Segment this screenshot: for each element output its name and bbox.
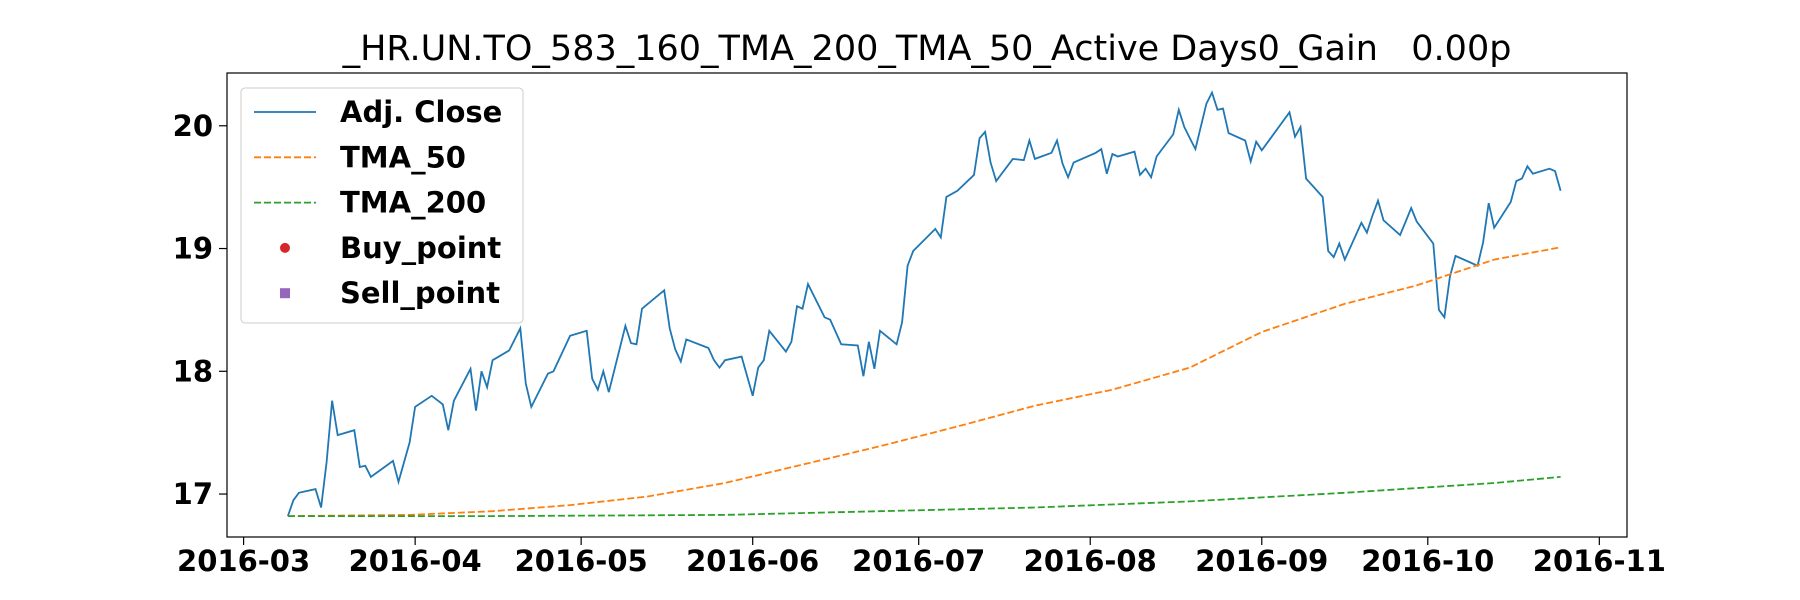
x-tick-label: 2016-10 bbox=[1361, 544, 1494, 578]
x-tick-label: 2016-06 bbox=[686, 544, 819, 578]
x-tick-label: 2016-05 bbox=[515, 544, 648, 578]
y-tick-label: 17 bbox=[173, 477, 213, 511]
legend-marker bbox=[280, 288, 290, 299]
legend-marker bbox=[280, 242, 290, 253]
series-line bbox=[287, 90, 1562, 517]
legend-label: Buy_point bbox=[340, 231, 501, 265]
y-tick-label: 18 bbox=[173, 354, 213, 388]
x-tick-label: 2016-03 bbox=[177, 544, 310, 578]
x-tick-label: 2016-08 bbox=[1024, 544, 1157, 578]
y-tick-label: 19 bbox=[173, 232, 213, 266]
legend-box bbox=[240, 87, 524, 324]
legend-label: TMA_50 bbox=[340, 140, 466, 174]
x-tick-label: 2016-09 bbox=[1195, 544, 1328, 578]
series-line bbox=[287, 476, 1561, 517]
legend: Adj. Close TMA_50 TMA_200 Buy_point Sell_poi… bbox=[240, 87, 524, 324]
x-tick-label: 2016-07 bbox=[852, 544, 985, 578]
x-tick-label: 2016-11 bbox=[1533, 544, 1666, 578]
chart-title: _HR.UN.TO_583_160_TMA_200_TMA_50_Active … bbox=[342, 29, 1512, 69]
legend-label: Sell_point bbox=[340, 276, 500, 310]
plot-frame bbox=[226, 72, 1628, 538]
x-tick-label: 2016-04 bbox=[349, 544, 482, 578]
y-tick-label: 20 bbox=[173, 109, 213, 143]
legend-label: Adj. Close bbox=[340, 95, 502, 129]
legend-label: TMA_200 bbox=[340, 186, 486, 220]
series-line bbox=[287, 246, 1561, 517]
